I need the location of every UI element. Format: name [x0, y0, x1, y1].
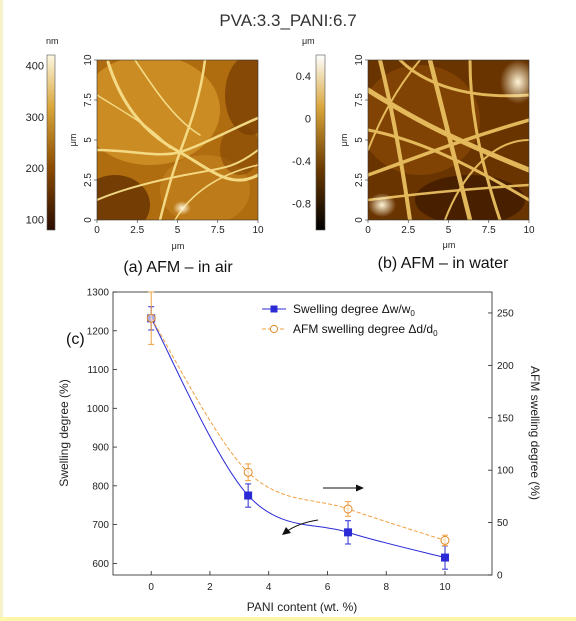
panel-a-ytick-label: 2.5	[83, 173, 94, 187]
data-point-swelling	[344, 528, 353, 537]
panel-b-afm-image	[368, 60, 529, 220]
y-tick-left-label: 800	[92, 481, 109, 492]
y-tick-right-label: 0	[497, 571, 503, 582]
x-tick-label: 0	[148, 582, 154, 593]
panel-b-xlabel: μm	[443, 240, 456, 250]
panel-a-xlabel: μm	[172, 241, 185, 251]
data-point-afm	[440, 535, 450, 545]
x-tick-label: 4	[266, 582, 272, 593]
panel-b-xtick-label: 2.5	[401, 225, 415, 236]
panel-b-xtick-label: 5	[446, 225, 452, 236]
data-point-afm	[243, 467, 253, 477]
y-tick-right-label: 50	[497, 518, 509, 529]
y-tick-left-label: 1100	[87, 365, 109, 376]
y-tick-left-label: 900	[92, 443, 109, 454]
legend: Swelling degree Δw/w0 AFM swelling degre…	[262, 302, 438, 338]
panel-b-ytick-label: 0	[354, 217, 365, 223]
panel-a-xtick-label: 0	[94, 225, 100, 236]
panel-a-colorbar-tick-label: 200	[26, 163, 44, 175]
y-tick-left-label: 1300	[87, 288, 110, 299]
y-tick-right-label: 200	[497, 361, 514, 372]
panel-a-colorbar-tick-label: 100	[26, 215, 44, 227]
panel-a-colorbar-unit: nm	[46, 36, 59, 46]
panel-b-xtick-label: 7.5	[482, 225, 496, 236]
series-line-afm	[150, 317, 446, 541]
panel-b-ytick-label: 5	[354, 137, 365, 143]
panel-b-colorbar-tick-label: -0.4	[292, 156, 311, 168]
panel-b-colorbar-tick-label: -0.8	[292, 198, 311, 210]
panel-b-ytick-label: 7.5	[354, 93, 365, 107]
y-tick-left-label: 700	[92, 520, 109, 531]
legend-marker-afm	[269, 324, 279, 334]
panel-b-colorbar-tick-label: 0.4	[296, 71, 311, 83]
panel-b-ytick-label: 10	[354, 54, 365, 66]
y-axis-right-label: AFM swelling degree (%)	[528, 366, 542, 500]
data-point-swelling	[440, 553, 449, 562]
page-edge	[0, 0, 3, 621]
legend-label-swelling: Swelling degree Δw/w0	[293, 302, 415, 318]
data-point-afm	[146, 313, 156, 323]
y-tick-left-label: 1200	[87, 326, 110, 337]
panel-a-ytick-label: 7.5	[83, 93, 94, 107]
y-tick-left-label: 600	[92, 559, 109, 570]
y-tick-right-label: 100	[497, 466, 514, 477]
x-axis-label: PANI content (wt. %)	[247, 600, 357, 614]
panel-b-colorbar: μm -0.8 -0.4 0 0.4	[292, 36, 326, 231]
arrow-right-axis	[323, 484, 364, 492]
panel-b-xtick-label: 0	[365, 225, 371, 236]
panel-a-ylabel: μm	[68, 134, 78, 147]
data-point-afm	[343, 504, 353, 514]
panel-b-caption: (b) AFM – in water	[378, 255, 509, 272]
panel-b-ylabel: μm	[339, 134, 349, 147]
panel-b-colorbar-tick-label: 0	[305, 114, 311, 126]
panel-a-ytick-label: 5	[83, 137, 94, 143]
legend-label-afm: AFM swelling degree Δd/d0	[293, 322, 438, 338]
y-tick-left-label: 1000	[87, 404, 110, 415]
arrow-left-axis	[282, 519, 319, 535]
x-tick-label: 8	[383, 582, 389, 593]
panel-b-colorbar-unit: μm	[302, 36, 315, 46]
y-tick-right-label: 150	[497, 413, 514, 424]
legend-marker-swelling	[270, 305, 278, 313]
y-tick-right-label: 250	[497, 308, 514, 319]
panel-a-afm-image	[97, 60, 258, 220]
panel-a-xtick-label: 7.5	[211, 225, 225, 236]
panel-a-colorbar-tick-label: 300	[26, 112, 44, 124]
panel-a-colorbar: nm 100 200 300 400	[26, 36, 59, 231]
series-line-swelling	[150, 318, 446, 559]
panel-b-ytick-label: 2.5	[354, 173, 365, 187]
plot-area	[112, 291, 493, 576]
panel-a-ytick-label: 10	[83, 54, 94, 66]
panel-a-xtick-label: 10	[252, 225, 264, 236]
figure-title: PVA:3.3_PANI:6.7	[219, 11, 356, 30]
panel-c-label: (c)	[66, 331, 85, 348]
x-tick-label: 10	[439, 582, 451, 593]
panel-a-ytick-label: 0	[83, 217, 94, 223]
panel-a-caption: (a) AFM – in air	[123, 259, 233, 276]
x-tick-label: 6	[325, 582, 331, 593]
y-axis-left-label: Swelling degree (%)	[57, 379, 71, 486]
panel-a-xtick-label: 2.5	[130, 225, 144, 236]
x-tick-label: 2	[207, 582, 213, 593]
panel-b-xtick-label: 10	[523, 225, 535, 236]
panel-a-colorbar-tick-label: 400	[26, 60, 44, 72]
panel-a-xtick-label: 5	[175, 225, 181, 236]
data-point-swelling	[244, 491, 253, 500]
page-bottom-strip	[0, 617, 576, 621]
